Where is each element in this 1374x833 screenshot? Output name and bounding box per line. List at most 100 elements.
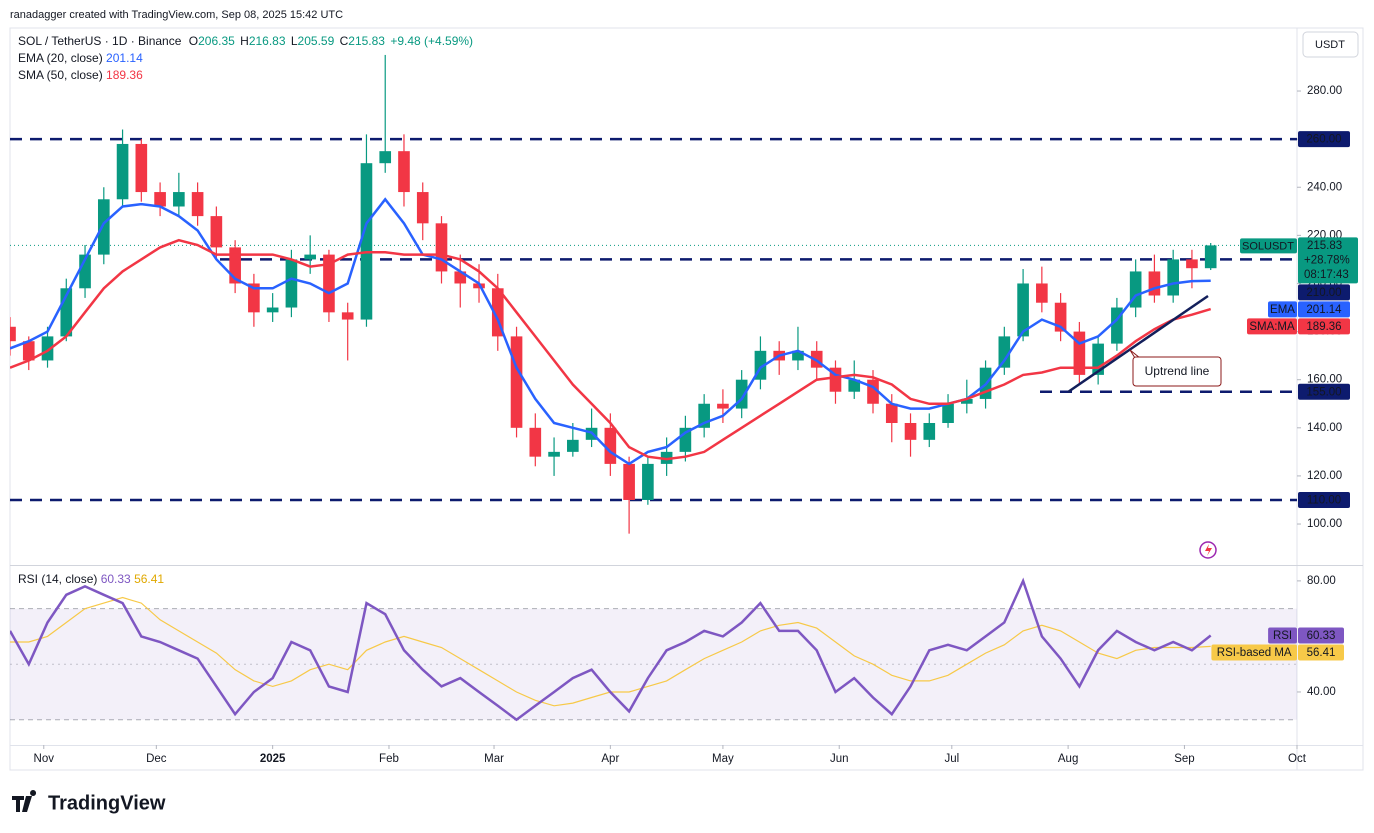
badges: 260.00 SOLUSDT 215.83 +28.78% 08:17:43 210.00… — [1211, 131, 1358, 661]
logo-mark — [12, 790, 37, 812]
candle-body — [792, 350, 804, 361]
candle-body — [1036, 283, 1048, 303]
rsi-pane — [10, 577, 1212, 722]
candle-body — [1054, 302, 1067, 332]
legend-main: SOL / TetherUS · 1D · Binance O206.35 H2… — [18, 34, 473, 48]
alert-bolt — [1205, 544, 1212, 556]
legend-rsi: RSI (14, close) 60.33 56.41 — [18, 572, 164, 586]
ohlc-label: C — [340, 34, 349, 48]
ma-badge-tag — [1247, 318, 1297, 335]
candle-body — [679, 427, 692, 452]
rsi-badge-tag — [1268, 627, 1297, 644]
ma-line — [10, 238, 1212, 461]
candle-body — [266, 307, 279, 313]
rsi-badge — [1298, 644, 1344, 661]
ma-badge — [1298, 301, 1350, 318]
legend-ema: EMA (20, close) 201.14 — [18, 51, 143, 65]
candle-body — [416, 192, 429, 224]
indicator-line — [10, 577, 1212, 722]
symbol-badge-label: SOLUSDT — [1242, 240, 1294, 252]
candle-body — [454, 271, 467, 284]
y-tick-label: 240.00 — [1307, 181, 1342, 193]
frame — [9, 27, 1364, 771]
alert-icon[interactable] — [1199, 541, 1217, 559]
legend-name: SMA (50, close) — [18, 68, 103, 82]
y-tick-label: 80.00 — [1307, 575, 1336, 587]
candle-body — [848, 379, 861, 392]
candle-body — [510, 336, 523, 428]
ma-badge — [1298, 318, 1350, 335]
candle-body — [491, 288, 504, 337]
level-badge — [1298, 491, 1350, 508]
y-tick-label: 40.00 — [1307, 686, 1336, 698]
ma-line — [10, 197, 1211, 466]
candle-body — [1186, 259, 1198, 269]
candle-body — [341, 312, 354, 320]
ma-badge-value: 201.14 — [1306, 304, 1342, 316]
credit: ranadagger created with TradingView.com,… — [10, 9, 343, 21]
y-tick-label: 280.00 — [1307, 85, 1342, 97]
annotation-text: Uptrend line — [1145, 364, 1210, 378]
ohlc-label: H — [240, 34, 249, 48]
legend-name: RSI (14, close) — [18, 572, 97, 586]
candle-body — [116, 143, 129, 200]
x-tick-label: Oct — [1288, 753, 1307, 765]
x-tick-label: Sep — [1174, 753, 1194, 765]
candle-body — [360, 163, 373, 320]
candle-body — [10, 326, 16, 342]
ohlc-label: L — [291, 34, 298, 48]
candle-body — [210, 216, 223, 248]
candle-body — [154, 192, 166, 207]
y-tick-label: 160.00 — [1307, 374, 1342, 386]
price-badge — [1298, 237, 1358, 284]
price-badge-value: 215.83 — [1307, 240, 1342, 252]
y-tick-label: 120.00 — [1307, 470, 1342, 482]
candle-body — [867, 379, 879, 404]
candle-body — [698, 403, 710, 428]
legend-value: 189.36 — [106, 68, 143, 82]
candle-body — [191, 192, 204, 217]
ma-badge-name: EMA — [1270, 304, 1295, 316]
candle-body — [1111, 307, 1123, 344]
rsi-badge-value: 56.41 — [1307, 647, 1336, 659]
candle-body — [1167, 259, 1179, 296]
ma-badge-tag — [1268, 301, 1297, 318]
legend-value: 56.41 — [134, 572, 164, 586]
x-tick-label: May — [712, 753, 734, 765]
currency-label[interactable]: USDT — [1315, 39, 1345, 51]
currency-button[interactable] — [1302, 31, 1359, 58]
candle-body — [885, 403, 898, 423]
x-tick-label: 2025 — [260, 753, 286, 765]
ohlc-value: 215.83 — [348, 34, 385, 48]
candle-body — [1148, 271, 1161, 296]
candle-body — [904, 422, 917, 440]
legend-name: EMA (20, close) — [18, 51, 103, 65]
candle-body — [642, 463, 654, 500]
candle-body — [1092, 343, 1104, 375]
rsi-background — [10, 608, 1297, 721]
candle-body — [567, 439, 579, 452]
level-badge-label: 210.00 — [1306, 287, 1341, 299]
ohlc-value: 216.83 — [249, 34, 286, 48]
rsi-badge-value: 60.33 — [1307, 630, 1336, 642]
candle-body — [323, 254, 335, 313]
annotation-box — [1132, 356, 1222, 387]
candle-body — [829, 367, 842, 392]
level-badge — [1298, 383, 1350, 400]
brand-name: TradingView — [48, 792, 166, 814]
legend-sma: SMA (50, close) 189.36 — [18, 68, 143, 82]
ohlc-value: 206.35 — [198, 34, 235, 48]
candle-body — [248, 283, 260, 313]
ma-badge-name: SMA:MA — [1249, 321, 1295, 333]
candle-body — [735, 379, 748, 409]
candle-body — [97, 199, 110, 255]
candle-body — [22, 341, 35, 361]
ohlc-value: 205.59 — [298, 34, 335, 48]
candle-body — [923, 422, 936, 440]
symbol-badge — [1240, 238, 1297, 254]
candle-body — [135, 143, 148, 193]
rsi-band — [10, 608, 1297, 720]
level-badge-label: 260.00 — [1306, 134, 1341, 146]
